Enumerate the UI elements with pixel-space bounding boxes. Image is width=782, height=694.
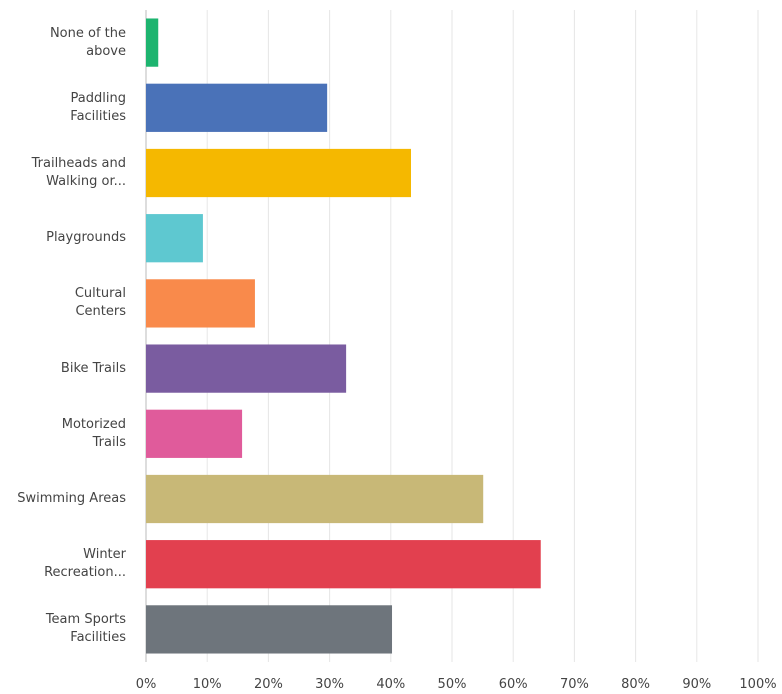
y-tick-label: Team Sports Facilities	[45, 612, 126, 646]
bar	[146, 83, 328, 132]
y-tick-label: Trailheads and Walking or...	[31, 156, 126, 189]
bar	[146, 148, 411, 198]
x-tick-label: 100%	[739, 677, 777, 692]
bar	[146, 605, 393, 654]
bar	[146, 214, 203, 263]
bar	[146, 279, 255, 328]
x-tick-label: 70%	[559, 677, 589, 692]
y-tick-label: Playgrounds	[46, 230, 126, 246]
y-tick-label: Swimming Areas	[17, 491, 126, 506]
x-tick-label: 10%	[192, 677, 222, 692]
bar	[146, 540, 541, 589]
y-tick-label: Bike Trails	[60, 360, 126, 376]
y-tick-label: Motorized Trails	[61, 416, 126, 450]
bar	[146, 18, 159, 67]
x-tick-label: 80%	[621, 677, 651, 692]
bar	[146, 344, 347, 393]
y-tick-label: Winter Recreation...	[44, 547, 126, 581]
bar	[146, 474, 484, 524]
x-tick-label: 50%	[437, 677, 467, 692]
y-tick-label: Paddling Facilities	[70, 90, 126, 124]
x-tick-label: 0%	[135, 677, 157, 692]
y-tick-label: Cultural Centers	[74, 286, 126, 320]
x-tick-label: 90%	[682, 677, 712, 692]
x-tick-label: 40%	[376, 677, 406, 692]
y-tick-label: None of the above	[49, 25, 126, 59]
x-tick-label: 30%	[315, 677, 345, 692]
bar	[146, 409, 243, 458]
x-tick-label: 20%	[253, 677, 283, 692]
x-tick-label: 60%	[498, 677, 528, 692]
